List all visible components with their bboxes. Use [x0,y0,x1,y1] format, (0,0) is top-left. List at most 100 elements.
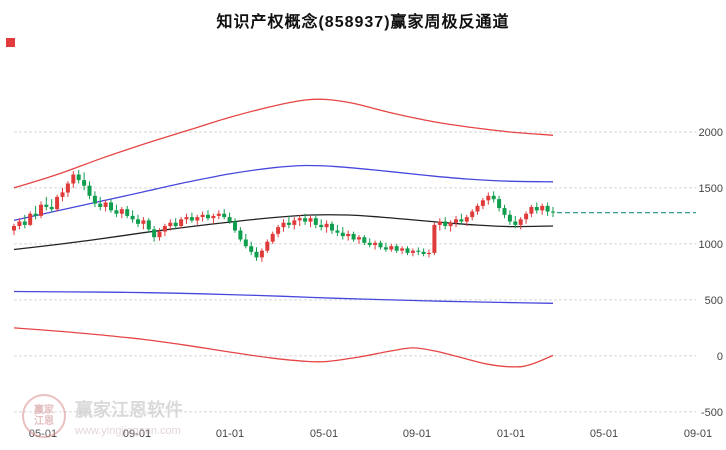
candle-body [87,185,92,196]
candle-body [216,213,221,216]
candle-body [76,174,81,181]
candle-body [292,220,297,225]
x-axis-label: 09-01 [684,428,712,440]
candle-body [416,250,421,252]
candle-body [82,180,87,186]
x-axis-label: 05-01 [310,428,338,440]
candle-body [141,220,146,224]
candle-body [162,226,167,232]
candle-body [152,229,157,238]
candle-body [389,246,394,250]
candle-body [351,233,356,240]
candle-body [119,209,124,214]
candle-body [324,223,329,228]
x-axis-label: 05-01 [29,428,57,440]
candle-body [421,251,426,254]
candle-body [136,219,140,224]
candle-body [265,241,270,251]
candle-body [443,221,448,226]
candle-body [405,248,410,253]
candle-body [534,207,539,211]
candle-body [92,195,97,204]
channel-line-middle-black [13,214,554,251]
candle-body [497,199,502,209]
candle-body [17,221,22,226]
candle-body [168,222,173,227]
candle-body [173,222,178,227]
candle-body [545,205,550,212]
candle-body [367,242,372,245]
candle-body [125,209,130,216]
candle-body [502,208,507,215]
candle-body [189,217,194,221]
candle-body [286,222,291,225]
x-axis-label: 01-01 [497,428,525,440]
candle-body [524,213,529,220]
channel-line-lower-outer-red [13,327,554,368]
x-axis-label: 01-01 [216,428,244,440]
candle-body [540,205,545,211]
candle-body [297,218,302,221]
candle-body [33,213,38,216]
candle-body [71,174,76,184]
candle-body [249,246,254,252]
candle-body [114,210,119,214]
candle-body [238,230,243,240]
chart-title: 知识产权概念(858937)赢家周极反通道 [216,14,510,31]
candle-body [480,200,485,206]
y-axis-label: 500 [705,295,723,307]
candle-body [259,250,264,258]
candle-body [98,203,103,207]
candle-body [195,217,200,221]
candle-body [470,211,475,218]
candle-body [319,224,324,228]
candle-body [157,231,162,238]
x-axis-label: 05-01 [590,428,618,440]
channel-line-upper-outer-red [13,98,554,189]
channel-line-lower-inner-blue [13,290,554,304]
y-axis-label: -500 [701,407,723,419]
candle-body [146,220,151,230]
x-axis-label: 09-01 [403,428,431,440]
candle-body [22,221,27,225]
candle-body [464,217,469,222]
candle-body [313,218,318,225]
candle-body [44,204,49,207]
candle-body [254,251,259,258]
candle-body [184,217,189,220]
candle-body [211,215,216,219]
candle-body [60,192,65,197]
candle-body [270,233,275,242]
candle-body [28,213,33,225]
candle-body [459,219,464,222]
candle-body [486,195,491,201]
candle-body [179,219,184,226]
candle-body [233,221,237,231]
candle-body [373,242,378,245]
candle-body [357,237,361,240]
candle-body [491,195,496,200]
candle-body [475,205,480,212]
candle-body [383,247,388,250]
candle-body [454,219,458,223]
candle-body [507,214,512,222]
candle-body [103,202,108,207]
channel-line-upper-inner-blue [13,164,554,222]
candle-body [448,222,453,227]
candle-body [227,217,232,222]
candle-body [308,218,313,222]
candle-body [335,230,340,233]
candle-body [410,250,415,253]
candle-body [400,248,405,251]
candle-body [200,214,205,217]
candle-body [206,214,210,219]
candle-body [330,223,334,231]
candle-body [340,232,345,237]
candle-body [362,237,367,243]
candle-body [130,215,135,220]
candle-body [551,211,555,213]
y-axis-label: 2000 [699,127,723,139]
y-axis-label: 0 [717,351,723,363]
candle-body [427,252,431,254]
